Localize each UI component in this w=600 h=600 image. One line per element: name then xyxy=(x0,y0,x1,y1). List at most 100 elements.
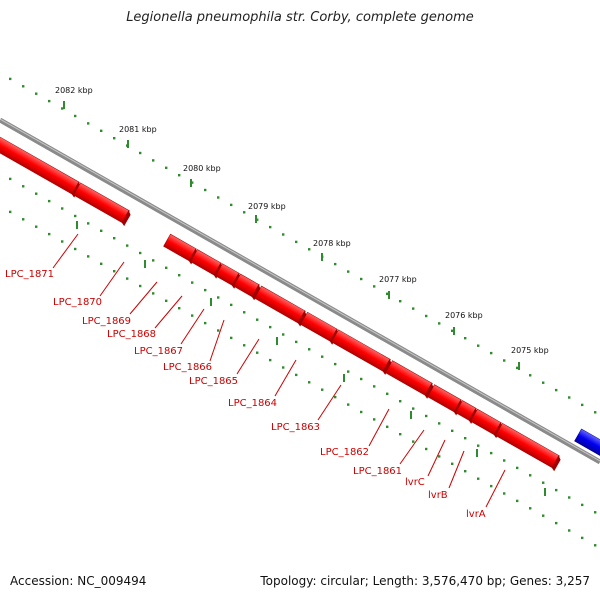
scale-tick-label: 2082 kbp xyxy=(55,86,93,95)
minor-tick xyxy=(399,300,402,303)
gene-block[interactable] xyxy=(163,233,200,265)
minor-tick xyxy=(464,470,467,473)
gene-label[interactable]: LPC_1862 xyxy=(320,447,369,458)
gene-block[interactable] xyxy=(254,285,309,327)
minor-tick xyxy=(152,292,155,295)
tick-rows xyxy=(9,77,597,547)
minor-tick xyxy=(594,411,597,414)
minor-tick xyxy=(529,474,532,477)
minor-tick xyxy=(308,248,311,251)
gene-track xyxy=(0,135,600,472)
minor-tick xyxy=(87,255,90,258)
minor-tick xyxy=(217,296,220,299)
minor-tick xyxy=(282,233,285,236)
minor-tick xyxy=(555,521,558,525)
minor-tick xyxy=(529,507,532,510)
gene-block[interactable] xyxy=(300,311,341,345)
minor-tick xyxy=(165,299,168,302)
minor-tick xyxy=(555,388,558,392)
gene-block[interactable] xyxy=(0,135,82,198)
minor-tick xyxy=(373,285,376,288)
gene-block[interactable] xyxy=(455,400,480,424)
gene-block[interactable] xyxy=(427,384,465,416)
minor-tick xyxy=(204,321,207,325)
minor-tick xyxy=(464,437,467,440)
minor-tick xyxy=(204,288,207,292)
gene-label[interactable]: lvrC xyxy=(405,477,425,488)
minor-tick xyxy=(243,311,246,314)
minor-tick xyxy=(516,499,519,503)
gene-leader-line xyxy=(485,469,506,508)
minor-tick xyxy=(282,333,285,336)
minor-tick xyxy=(178,307,181,310)
minor-tick xyxy=(100,229,103,232)
gene-block[interactable] xyxy=(331,329,394,375)
minor-tick xyxy=(386,292,389,295)
minor-tick xyxy=(451,329,454,332)
gene-label[interactable]: LPC_1863 xyxy=(271,422,320,433)
reverse-gene-block[interactable] xyxy=(574,428,600,462)
minor-tick xyxy=(516,366,519,370)
minor-tick xyxy=(490,451,493,455)
minor-tick xyxy=(295,340,298,344)
gene-label[interactable]: LPC_1861 xyxy=(353,466,402,477)
minor-tick xyxy=(100,129,103,132)
minor-tick xyxy=(568,496,571,499)
minor-tick xyxy=(594,511,597,514)
minor-tick xyxy=(399,400,402,403)
gene-label[interactable]: LPC_1871 xyxy=(5,269,54,280)
gene-block[interactable] xyxy=(190,249,225,279)
minor-tick xyxy=(269,358,272,362)
gene-leader-line xyxy=(448,450,465,489)
minor-tick xyxy=(360,410,363,414)
minor-tick xyxy=(48,232,51,236)
gene-block[interactable] xyxy=(495,422,563,472)
gene-block[interactable] xyxy=(215,263,243,289)
minor-tick xyxy=(503,492,506,495)
minor-tick xyxy=(334,395,337,399)
minor-tick xyxy=(412,307,415,310)
minor-tick xyxy=(503,459,506,462)
minor-tick xyxy=(230,203,233,207)
gene-block[interactable] xyxy=(73,182,133,227)
minor-tick xyxy=(139,151,142,155)
minor-tick xyxy=(308,348,311,351)
gene-label[interactable]: lvrA xyxy=(466,509,486,520)
gene-label[interactable]: LPC_1869 xyxy=(82,316,131,327)
minor-tick xyxy=(243,211,246,214)
gene-block[interactable] xyxy=(385,360,436,399)
minor-tick xyxy=(230,303,233,307)
scale-tick-label: 2076 kbp xyxy=(445,311,483,320)
minor-tick xyxy=(139,284,142,288)
gene-leader-line xyxy=(52,233,79,269)
minor-tick xyxy=(581,403,584,407)
gene-label[interactable]: LPC_1864 xyxy=(228,398,277,409)
scale-tick-label: 2075 kbp xyxy=(511,346,549,355)
minor-tick xyxy=(295,373,298,377)
minor-tick xyxy=(412,440,415,443)
gene-label[interactable]: LPC_1867 xyxy=(134,346,183,357)
gene-leader-line xyxy=(236,338,260,375)
minor-tick xyxy=(243,344,246,347)
gene-leader-line xyxy=(399,429,425,465)
scale-tick-label: 2080 kbp xyxy=(183,164,221,173)
gene-label[interactable]: LPC_1868 xyxy=(107,329,156,340)
minor-tick xyxy=(594,544,597,547)
minor-tick xyxy=(178,174,181,177)
gene-label[interactable]: LPC_1870 xyxy=(53,297,102,308)
minor-tick xyxy=(74,247,77,251)
minor-tick xyxy=(9,77,12,81)
minor-tick xyxy=(48,199,51,203)
minor-tick xyxy=(191,281,194,284)
gene-label[interactable]: lvrB xyxy=(428,490,448,501)
gene-label[interactable]: LPC_1866 xyxy=(163,362,212,373)
minor-tick xyxy=(581,536,584,540)
scale-labels: 2082 kbp 2081 kbp 2080 kbp 2079 kbp 2078 kbp… xyxy=(55,86,549,355)
gene-block[interactable] xyxy=(470,408,505,439)
minor-tick xyxy=(152,259,155,262)
minor-tick xyxy=(347,370,350,373)
minor-tick xyxy=(347,403,350,406)
gene-block[interactable] xyxy=(233,273,263,301)
gene-label[interactable]: LPC_1865 xyxy=(189,376,238,387)
